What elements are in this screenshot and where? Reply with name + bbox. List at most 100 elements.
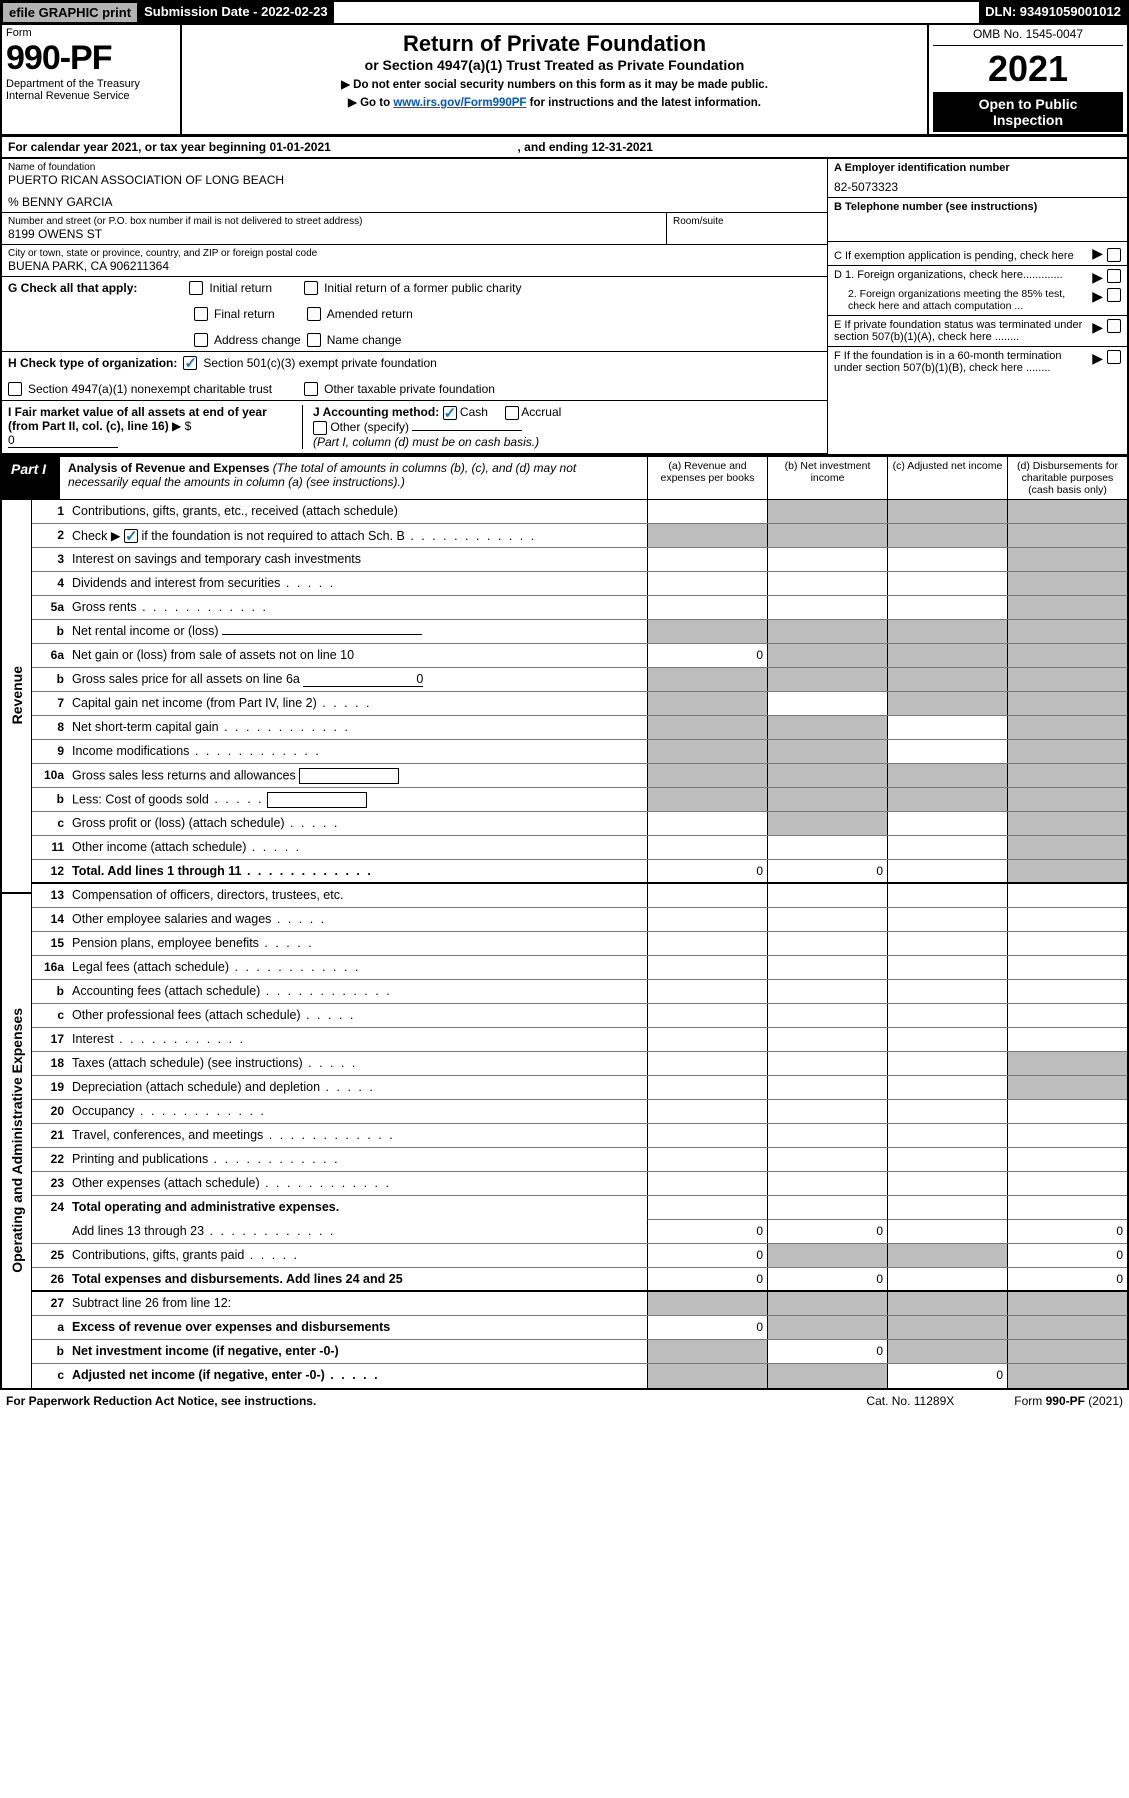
- h-opt-3: Other taxable private foundation: [324, 382, 495, 396]
- line-24: 24Total operating and administrative exp…: [32, 1196, 1127, 1220]
- cat-no: Cat. No. 11289X: [866, 1394, 954, 1408]
- a-label: A Employer identification number: [834, 162, 1010, 174]
- entity-info: Name of foundation PUERTO RICAN ASSOCIAT…: [0, 159, 1129, 456]
- line-26: 26Total expenses and disbursements. Add …: [32, 1268, 1127, 1292]
- col-b-hdr: (b) Net investment income: [767, 457, 887, 499]
- irs-link[interactable]: www.irs.gov/Form990PF: [393, 97, 526, 109]
- g-opt-2: Final return: [214, 307, 275, 321]
- line-17: 17Interest: [32, 1028, 1127, 1052]
- line-24b: Add lines 13 through 23000: [32, 1220, 1127, 1244]
- form-label: Form: [6, 27, 176, 39]
- part-1-table: Revenue Operating and Administrative Exp…: [0, 500, 1129, 1390]
- g-opt-0: Initial return: [209, 281, 272, 295]
- part-1-header: Part I Analysis of Revenue and Expenses …: [0, 456, 1129, 500]
- i-label: I Fair market value of all assets at end…: [8, 405, 267, 433]
- g-opt-1: Initial return of a former public charit…: [324, 281, 521, 295]
- street-address: 8199 OWENS ST: [8, 227, 660, 241]
- paperwork-notice: For Paperwork Reduction Act Notice, see …: [6, 1394, 316, 1408]
- city-state-zip: BUENA PARK, CA 906211364: [8, 259, 821, 273]
- line-14: 14Other employee salaries and wages: [32, 908, 1127, 932]
- cb-initial-return[interactable]: [189, 281, 203, 295]
- form-header: Form 990-PF Department of the Treasury I…: [0, 25, 1129, 136]
- room-label: Room/suite: [673, 216, 821, 227]
- line-6a: 6aNet gain or (loss) from sale of assets…: [32, 644, 1127, 668]
- h-opt-1: Section 501(c)(3) exempt private foundat…: [203, 356, 436, 370]
- line-25: 25Contributions, gifts, grants paid00: [32, 1244, 1127, 1268]
- cb-cash[interactable]: [443, 406, 457, 420]
- line-20: 20Occupancy: [32, 1100, 1127, 1124]
- d2-label: 2. Foreign organizations meeting the 85%…: [834, 288, 1088, 312]
- cb-f[interactable]: [1107, 350, 1121, 364]
- line-13: 13Compensation of officers, directors, t…: [32, 884, 1127, 908]
- cal-begin: For calendar year 2021, or tax year begi…: [8, 140, 331, 154]
- name-label: Name of foundation: [8, 162, 821, 173]
- line-22: 22Printing and publications: [32, 1148, 1127, 1172]
- instr-1: ▶ Do not enter social security numbers o…: [192, 77, 917, 91]
- g-opt-4: Address change: [214, 333, 301, 347]
- g-opt-3: Amended return: [327, 307, 413, 321]
- line-27b: bNet investment income (if negative, ent…: [32, 1340, 1127, 1364]
- g-label: G Check all that apply:: [8, 281, 137, 295]
- part-1-tag: Part I: [1, 457, 60, 499]
- line-7: 7Capital gain net income (from Part IV, …: [32, 692, 1127, 716]
- col-a-hdr: (a) Revenue and expenses per books: [647, 457, 767, 499]
- col-d-hdr: (d) Disbursements for charitable purpose…: [1007, 457, 1127, 499]
- cb-address-change[interactable]: [194, 333, 208, 347]
- cb-schb[interactable]: [124, 529, 138, 543]
- cb-other-taxable[interactable]: [304, 382, 318, 396]
- instr-2: ▶ Go to www.irs.gov/Form990PF for instru…: [192, 95, 917, 109]
- instr2-pre: ▶ Go to: [348, 97, 393, 109]
- part-1-title-bold: Analysis of Revenue and Expenses: [68, 461, 269, 475]
- cb-501c3[interactable]: [183, 356, 197, 370]
- city-label: City or town, state or province, country…: [8, 248, 821, 259]
- line-12: 12Total. Add lines 1 through 1100: [32, 860, 1127, 884]
- c-label: C If exemption application is pending, c…: [834, 250, 1088, 262]
- b-label: B Telephone number (see instructions): [834, 201, 1037, 213]
- g-opt-5: Name change: [327, 333, 402, 347]
- d1-label: D 1. Foreign organizations, check here..…: [834, 269, 1088, 286]
- h-label: H Check type of organization:: [8, 356, 177, 370]
- line-21: 21Travel, conferences, and meetings: [32, 1124, 1127, 1148]
- e-label: E If private foundation status was termi…: [834, 319, 1088, 343]
- revenue-text: Revenue: [5, 666, 29, 724]
- form-ref: Form 990-PF (2021): [1014, 1394, 1123, 1408]
- item-h: H Check type of organization: Section 50…: [2, 352, 827, 401]
- page-footer: For Paperwork Reduction Act Notice, see …: [0, 1390, 1129, 1412]
- line-8: 8Net short-term capital gain: [32, 716, 1127, 740]
- cb-c[interactable]: [1107, 248, 1121, 262]
- cb-name-change[interactable]: [307, 333, 321, 347]
- line-5b: bNet rental income or (loss): [32, 620, 1127, 644]
- line-23: 23Other expenses (attach schedule): [32, 1172, 1127, 1196]
- line-27c: cAdjusted net income (if negative, enter…: [32, 1364, 1127, 1388]
- j-label: J Accounting method:: [313, 405, 439, 419]
- submission-date: Submission Date - 2022-02-23: [138, 2, 334, 23]
- cb-e[interactable]: [1107, 319, 1121, 333]
- line-27a: aExcess of revenue over expenses and dis…: [32, 1316, 1127, 1340]
- cb-final-return[interactable]: [194, 307, 208, 321]
- cb-initial-former[interactable]: [304, 281, 318, 295]
- line-18: 18Taxes (attach schedule) (see instructi…: [32, 1052, 1127, 1076]
- efile-print-button[interactable]: efile GRAPHIC print: [2, 2, 138, 23]
- cb-d2[interactable]: [1107, 288, 1121, 302]
- cb-other-method[interactable]: [313, 421, 327, 435]
- line-16a: 16aLegal fees (attach schedule): [32, 956, 1127, 980]
- col-c-hdr: (c) Adjusted net income: [887, 457, 1007, 499]
- cb-d1[interactable]: [1107, 269, 1121, 283]
- form-subtitle: or Section 4947(a)(1) Trust Treated as P…: [192, 57, 917, 73]
- dln-label: DLN: 93491059001012: [979, 2, 1127, 23]
- line-6b: bGross sales price for all assets on lin…: [32, 668, 1127, 692]
- j-accrual: Accrual: [521, 405, 561, 419]
- line-10c: cGross profit or (loss) (attach schedule…: [32, 812, 1127, 836]
- line-5a: 5aGross rents: [32, 596, 1127, 620]
- ein-value: 82-5073323: [834, 180, 1121, 194]
- h-opt-2: Section 4947(a)(1) nonexempt charitable …: [28, 382, 272, 396]
- item-g: G Check all that apply: Initial return I…: [2, 277, 827, 352]
- line-16c: cOther professional fees (attach schedul…: [32, 1004, 1127, 1028]
- expenses-side-label: Operating and Administrative Expenses: [2, 894, 32, 1388]
- line-10a: 10aGross sales less returns and allowanc…: [32, 764, 1127, 788]
- cb-4947[interactable]: [8, 382, 22, 396]
- line-16b: bAccounting fees (attach schedule): [32, 980, 1127, 1004]
- cb-accrual[interactable]: [505, 406, 519, 420]
- line-1: 1Contributions, gifts, grants, etc., rec…: [32, 500, 1127, 524]
- cb-amended[interactable]: [307, 307, 321, 321]
